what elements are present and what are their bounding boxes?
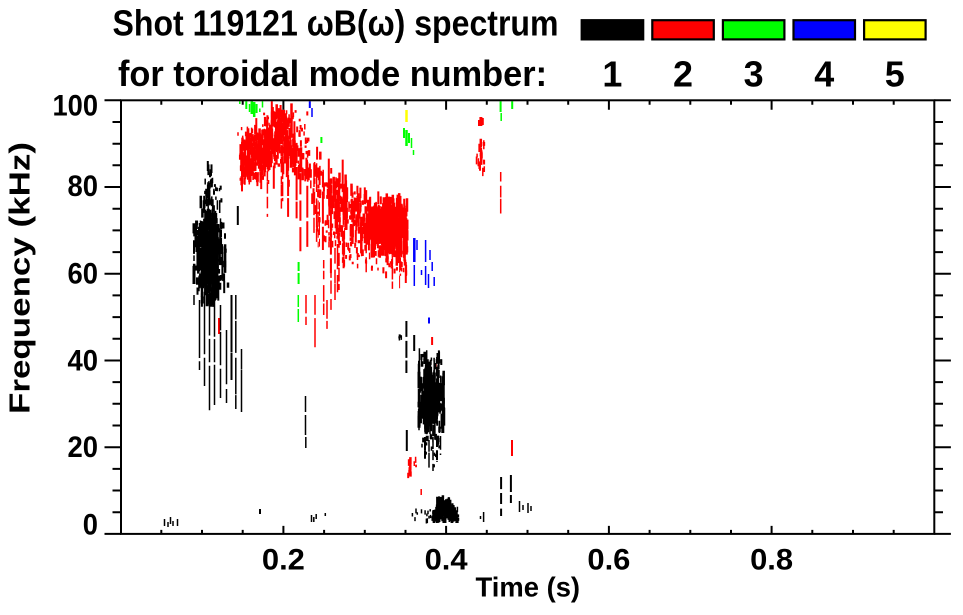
svg-text:0.8: 0.8 — [750, 544, 793, 577]
svg-text:0.2: 0.2 — [262, 544, 305, 577]
svg-text:4: 4 — [814, 54, 835, 95]
svg-text:0.6: 0.6 — [587, 544, 630, 577]
svg-text:1: 1 — [602, 54, 622, 95]
svg-text:Shot 119121 ωB(ω) spectrum: Shot 119121 ωB(ω) spectrum — [113, 3, 559, 44]
svg-text:for toroidal mode number:: for toroidal mode number: — [118, 53, 547, 94]
svg-text:80: 80 — [68, 170, 99, 203]
svg-text:20: 20 — [68, 431, 99, 464]
svg-text:60: 60 — [68, 258, 99, 291]
svg-text:3: 3 — [744, 54, 764, 95]
svg-text:Time (s): Time (s) — [476, 571, 581, 602]
svg-text:2: 2 — [673, 54, 693, 95]
svg-text:40: 40 — [68, 344, 99, 377]
svg-text:Frequency (kHz): Frequency (kHz) — [5, 142, 37, 414]
svg-text:0: 0 — [83, 509, 98, 542]
svg-text:100: 100 — [53, 90, 99, 123]
svg-text:5: 5 — [885, 54, 905, 95]
svg-text:0.4: 0.4 — [425, 544, 468, 577]
